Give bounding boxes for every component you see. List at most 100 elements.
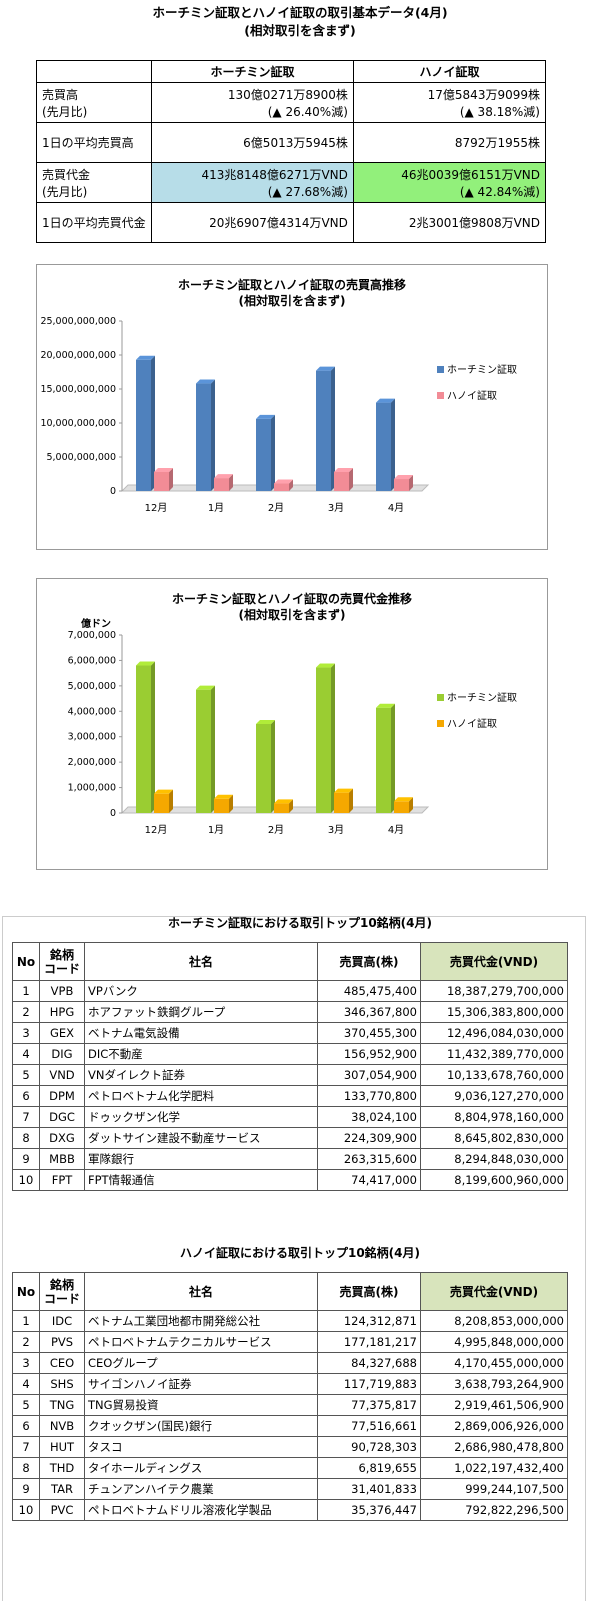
volume-cell: 307,054,900 — [317, 1064, 421, 1086]
table-row: 6 NVB クオックザン(国民)銀行 77,516,661 2,869,006,926,… — [12, 1415, 568, 1437]
rank-cell: 4 — [12, 1043, 40, 1065]
bar — [316, 663, 335, 813]
code-cell: HPG — [39, 1001, 85, 1023]
code-cell: THD — [39, 1457, 85, 1479]
amount-cell: 999,244,107,500 — [420, 1478, 568, 1500]
amount-cell: 4,995,848,000,000 — [420, 1331, 568, 1353]
rank-cell: 8 — [12, 1127, 40, 1149]
rank-cell: 10 — [12, 1499, 40, 1521]
name-cell: ホアファット鉄鋼グループ — [84, 1001, 318, 1023]
volume-cell: 133,770,800 — [317, 1085, 421, 1107]
table-row: 2 PVS ペトロベトナムテクニカルサービス 177,181,217 4,995,848… — [12, 1331, 568, 1353]
legend-swatch — [437, 392, 444, 399]
hnx-top-title: ハノイ証取における取引トップ10銘柄(4月) — [179, 1246, 421, 1260]
volume-cell: 90,728,303 — [317, 1436, 421, 1458]
bar — [136, 355, 155, 491]
x-tick-label: 4月 — [388, 502, 404, 514]
page-title: ホーチミン証取とハノイ証取の取引基本データ(4月) — [152, 5, 448, 20]
volume-cell: 263,315,600 — [317, 1148, 421, 1170]
chart-subtitle: (相対取引を含まず) — [239, 607, 346, 622]
amount-cell: 2,919,461,506,900 — [420, 1394, 568, 1416]
code-cell: VND — [39, 1064, 85, 1086]
x-tick-label: 12月 — [145, 502, 168, 514]
amount-cell: 10,133,678,760,000 — [420, 1064, 568, 1086]
table-row: 2 HPG ホアファット鉄鋼グループ 346,367,800 15,306,383,80… — [12, 1001, 568, 1023]
rank-cell: 7 — [12, 1106, 40, 1128]
amount-cell: 792,822,296,500 — [420, 1499, 568, 1521]
col-name: 社名 — [84, 1272, 318, 1311]
table-row: 9 TAR チュンアンハイテク農業 31,401,833 999,244,107,500 — [12, 1478, 568, 1500]
name-cell: サイゴンハノイ証券 — [84, 1373, 318, 1395]
table-row: 3 GEX ベトナム電気設備 370,455,300 12,496,084,030,00… — [12, 1022, 568, 1044]
y-tick-label: 4,000,000 — [68, 706, 116, 717]
code-cell: HUT — [39, 1436, 85, 1458]
code-cell: DGC — [39, 1106, 85, 1128]
hnx-value: 2兆3001億9808万VND — [352, 202, 547, 243]
col-name: 社名 — [84, 942, 318, 981]
name-cell: VNダイレクト証券 — [84, 1064, 318, 1086]
name-cell: ダットサイン建設不動産サービス — [84, 1127, 318, 1149]
rank-cell: 3 — [12, 1022, 40, 1044]
rank-cell: 4 — [12, 1373, 40, 1395]
table-row: 7 HUT タスコ 90,728,303 2,686,980,478,800 — [12, 1436, 568, 1458]
volume-chart-frame: ホーチミン証取とハノイ証取の売買高推移 (相対取引を含まず) 0 5,000,000,… — [36, 264, 548, 550]
code-cell: SHS — [39, 1373, 85, 1395]
amount-cell: 4,170,455,000,000 — [420, 1352, 568, 1374]
hnx-value: 8792万1955株 — [352, 122, 547, 163]
x-tick-label: 4月 — [388, 824, 404, 836]
code-cell: PVC — [39, 1499, 85, 1521]
volume-cell: 6,819,655 — [317, 1457, 421, 1479]
avg-volume-row: 1日の平均売買高 6億5013万5945株 8792万1955株 — [36, 122, 547, 163]
rank-cell: 9 — [12, 1478, 40, 1500]
legend-label: ハノイ証取 — [447, 389, 497, 402]
rank-cell: 3 — [12, 1352, 40, 1374]
empty-header-cell — [36, 60, 152, 83]
bar — [214, 474, 233, 491]
rank-cell: 8 — [12, 1457, 40, 1479]
amount-cell: 8,199,600,960,000 — [420, 1169, 568, 1191]
chart-subtitle: (相対取引を含まず) — [239, 293, 346, 308]
amount-cell: 8,208,853,000,000 — [420, 1310, 568, 1332]
row-label: 1日の平均売買代金 — [36, 202, 152, 243]
code-cell: MBB — [39, 1148, 85, 1170]
amount-cell: 1,022,197,432,400 — [420, 1457, 568, 1479]
volume-row: 売買高 (先月比) 130億0271万8900株 (▲ 26.40%減) 17億58… — [36, 82, 547, 123]
bar — [136, 661, 155, 813]
legend-label: ホーチミン証取 — [447, 691, 517, 704]
hcm-top-title: ホーチミン証取における取引トップ10銘柄(4月) — [167, 916, 433, 930]
y-tick-label: 15,000,000,000 — [40, 384, 116, 395]
chart-title: ホーチミン証取とハノイ証取の売買高推移 — [178, 277, 406, 292]
table-row: 7 DGC ドゥックザン化学 38,024,100 8,804,978,160,000 — [12, 1106, 568, 1128]
rank-cell: 5 — [12, 1064, 40, 1086]
hnx-value: 46兆0039億6151万VND (▲ 42.84%減) — [352, 162, 547, 203]
bar — [394, 475, 413, 491]
table-row: 8 THD タイホールディングス 6,819,655 1,022,197,432,400 — [12, 1457, 568, 1479]
bar — [316, 366, 335, 491]
volume-cell: 77,375,817 — [317, 1394, 421, 1416]
code-cell: DXG — [39, 1127, 85, 1149]
rankings-frame — [2, 916, 586, 1601]
basic-data-table: ホーチミン証取 ハノイ証取 売買高 (先月比) 130億0271万8900株 (▲ … — [36, 60, 547, 243]
amount-cell: 8,645,802,830,000 — [420, 1127, 568, 1149]
rank-cell: 7 — [12, 1436, 40, 1458]
name-cell: クオックザン(国民)銀行 — [84, 1415, 318, 1437]
legend-swatch — [437, 720, 444, 727]
volume-cell: 117,719,883 — [317, 1373, 421, 1395]
code-cell: DIG — [39, 1043, 85, 1065]
y-tick-label: 20,000,000,000 — [40, 350, 116, 361]
bar — [154, 467, 173, 491]
amount-cell: 2,869,006,926,000 — [420, 1415, 568, 1437]
table-row: 8 DXG ダットサイン建設不動産サービス 224,309,900 8,645,802,… — [12, 1127, 568, 1149]
amount-cell: 2,686,980,478,800 — [420, 1436, 568, 1458]
name-cell: DIC不動産 — [84, 1043, 318, 1065]
legend-swatch — [437, 694, 444, 701]
name-cell: ドゥックザン化学 — [84, 1106, 318, 1128]
name-cell: タスコ — [84, 1436, 318, 1458]
rank-cell: 5 — [12, 1394, 40, 1416]
rank-cell: 6 — [12, 1415, 40, 1437]
table-row: 10 PVC ペトロベトナムドリル溶液化学製品 35,376,447 792,822,2… — [12, 1499, 568, 1521]
bar — [256, 414, 275, 491]
legend-label: ハノイ証取 — [447, 717, 497, 730]
table-row: 4 DIG DIC不動産 156,952,900 11,432,389,770,000 — [12, 1043, 568, 1065]
amount-chart: ホーチミン証取とハノイ証取の売買代金推移(相対取引を含まず) 億ドン 0 1,000,… — [68, 591, 517, 836]
